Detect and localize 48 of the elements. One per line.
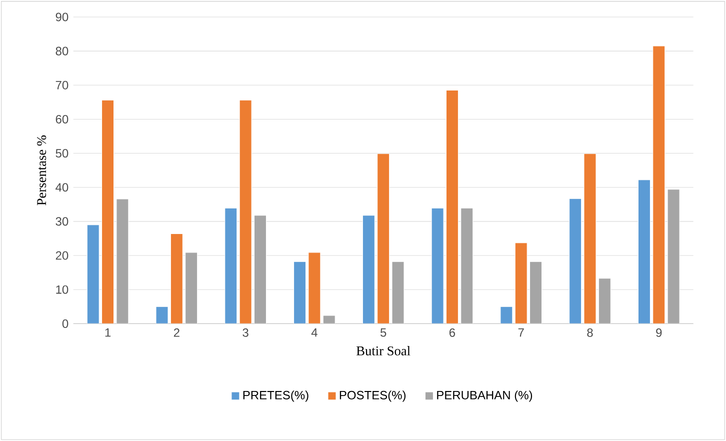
x-tick-label: 9 [656, 328, 662, 337]
y-tick-label: 80 [56, 46, 68, 56]
x-tick-label: 3 [242, 328, 248, 337]
bar [569, 198, 582, 324]
y-axis-title: Persentase % [37, 135, 46, 206]
y-tick-label: 70 [56, 80, 68, 90]
bar [170, 233, 183, 324]
x-tick-label: 2 [174, 328, 180, 337]
y-tick-label: 50 [56, 149, 68, 158]
bar [598, 278, 611, 324]
x-tick-label: 8 [587, 328, 593, 337]
bar [584, 153, 596, 324]
bar [460, 208, 474, 324]
bar [102, 100, 114, 324]
x-tick-label: 6 [449, 328, 456, 337]
bar [116, 198, 129, 324]
bar [254, 215, 266, 324]
y-tick-label: 40 [56, 183, 68, 192]
y-tick-label: 60 [56, 114, 68, 124]
bar [224, 208, 238, 324]
bar [638, 180, 650, 324]
bar [431, 208, 444, 324]
x-tick-label: 4 [311, 328, 318, 337]
bar [308, 252, 321, 324]
y-tick-label: 0 [62, 319, 68, 328]
bar [667, 189, 680, 324]
bar [530, 261, 542, 324]
x-tick-label: 5 [380, 328, 386, 337]
bar [652, 46, 666, 324]
y-tick-label: 30 [56, 217, 68, 226]
y-tick-label: 20 [56, 251, 68, 260]
bar [377, 153, 390, 324]
legend-label: PRETES(%) [243, 390, 308, 402]
x-tick-label: 1 [105, 328, 111, 337]
bar [294, 261, 306, 324]
bar [514, 242, 528, 324]
bar [392, 261, 404, 324]
x-tick-label: 7 [518, 328, 524, 337]
y-tick-label: 90 [56, 12, 68, 22]
legend-label: POSTES(%) [340, 390, 406, 402]
bar [86, 224, 100, 324]
bar [185, 252, 198, 324]
x-axis-title: Butir Soal [356, 346, 410, 356]
bar [446, 90, 458, 324]
legend-label: PERUBAHAN (%) [437, 390, 532, 402]
y-tick-label: 10 [56, 285, 68, 294]
bar [239, 100, 252, 324]
bar [362, 215, 375, 324]
